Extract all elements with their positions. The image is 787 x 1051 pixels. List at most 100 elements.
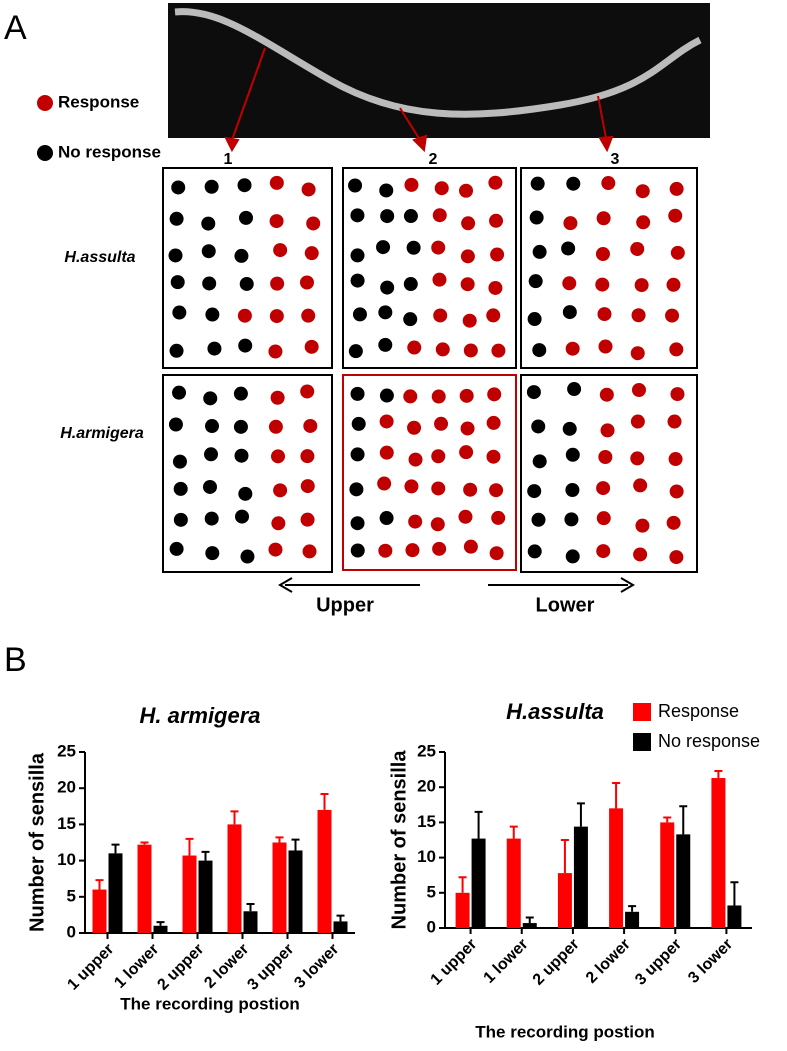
sensillum bbox=[352, 307, 367, 322]
y-tick-label: 0 bbox=[427, 917, 436, 936]
position-arrows bbox=[224, 47, 614, 153]
error-bar bbox=[679, 805, 688, 835]
sensillum bbox=[530, 176, 545, 191]
y-tick-label: 25 bbox=[57, 741, 76, 760]
sensilla-box bbox=[162, 374, 333, 573]
sensillum bbox=[239, 210, 254, 225]
sensillum bbox=[378, 337, 393, 352]
sensillum bbox=[564, 512, 579, 527]
sensillum bbox=[459, 445, 474, 460]
sensillum bbox=[598, 449, 613, 464]
sensillum bbox=[303, 418, 318, 433]
bar bbox=[272, 842, 287, 933]
bar bbox=[288, 850, 303, 933]
sensillum bbox=[376, 240, 391, 255]
sensillum bbox=[268, 419, 283, 434]
sensilla-box bbox=[342, 374, 517, 571]
panel-label: A bbox=[4, 9, 27, 47]
sensillum bbox=[668, 208, 683, 223]
x-tick-label: 2 lower bbox=[201, 941, 252, 992]
legend-label: Response bbox=[58, 92, 139, 111]
sensillum bbox=[380, 280, 395, 295]
error-bar bbox=[246, 903, 255, 912]
sensillum bbox=[269, 214, 284, 229]
sensillum bbox=[268, 542, 283, 557]
antenna-image bbox=[168, 3, 710, 138]
sensillum bbox=[235, 509, 250, 524]
sensillum bbox=[526, 385, 541, 400]
sensillum bbox=[349, 482, 364, 497]
bar bbox=[198, 860, 213, 933]
sensillum bbox=[379, 511, 394, 526]
sensillum bbox=[669, 181, 684, 196]
sensillum bbox=[463, 539, 478, 554]
error-bar bbox=[628, 905, 637, 912]
sensillum bbox=[350, 386, 365, 401]
error-bar bbox=[140, 841, 149, 845]
sensillum bbox=[233, 386, 248, 401]
error-bar bbox=[612, 781, 621, 809]
sensillum bbox=[631, 383, 646, 398]
sensillum bbox=[168, 248, 183, 263]
error-bar bbox=[275, 836, 284, 843]
sensillum bbox=[566, 176, 581, 191]
sensillum bbox=[205, 307, 220, 322]
sensillum bbox=[233, 419, 248, 434]
sensillum bbox=[460, 421, 475, 436]
sensillum bbox=[171, 180, 186, 195]
sensillum bbox=[350, 447, 365, 462]
sensillum bbox=[300, 449, 315, 464]
bar bbox=[317, 809, 332, 933]
sensillum bbox=[565, 341, 580, 356]
sensillum bbox=[271, 516, 286, 531]
y-tick-label: 15 bbox=[57, 814, 76, 833]
error-bar bbox=[291, 838, 300, 851]
bar bbox=[92, 889, 107, 933]
x-tick-label: 2 upper bbox=[530, 936, 583, 989]
sensillum bbox=[404, 479, 419, 494]
sensillum bbox=[201, 244, 216, 259]
sensillum bbox=[301, 182, 316, 197]
sensillum bbox=[562, 276, 577, 291]
sensillum bbox=[169, 541, 184, 556]
bar bbox=[455, 892, 470, 928]
sensillum bbox=[460, 249, 475, 264]
error-bar bbox=[156, 921, 165, 926]
sensillum bbox=[306, 216, 321, 231]
sensillum bbox=[565, 447, 580, 462]
sensillum bbox=[486, 308, 501, 323]
sensillum bbox=[635, 184, 650, 199]
sensillum bbox=[633, 547, 648, 562]
sensillum bbox=[562, 421, 577, 436]
bar bbox=[727, 905, 742, 928]
error-bar bbox=[230, 810, 239, 825]
y-tick-label: 20 bbox=[57, 778, 76, 797]
bar bbox=[108, 853, 123, 933]
sensillum bbox=[234, 448, 249, 463]
sensillum bbox=[237, 178, 252, 193]
x-tick-label: 1 lower bbox=[111, 941, 162, 992]
sensillum bbox=[204, 511, 219, 526]
sensillum bbox=[350, 208, 365, 223]
error-bar bbox=[474, 810, 483, 839]
y-axis-label: Number of sensilla bbox=[26, 752, 48, 932]
sensillum bbox=[532, 244, 547, 259]
species-label: H.assulta bbox=[64, 249, 135, 266]
sensillum bbox=[491, 343, 506, 358]
x-tick-label: 1 upper bbox=[428, 936, 481, 989]
sensillum bbox=[489, 546, 504, 561]
sensillum bbox=[202, 276, 217, 291]
sensilla-box bbox=[342, 167, 517, 369]
sensillum bbox=[299, 275, 314, 290]
sensillum bbox=[463, 343, 478, 358]
sensillum bbox=[532, 454, 547, 469]
sensillum bbox=[596, 481, 611, 496]
sensillum bbox=[168, 417, 183, 432]
sensillum bbox=[460, 277, 475, 292]
legend-label: Response bbox=[658, 701, 739, 721]
sensillum bbox=[669, 484, 684, 499]
x-tick-label: 2 upper bbox=[154, 941, 207, 994]
bar bbox=[573, 826, 588, 928]
y-axis-label: Number of sensilla bbox=[388, 750, 410, 930]
